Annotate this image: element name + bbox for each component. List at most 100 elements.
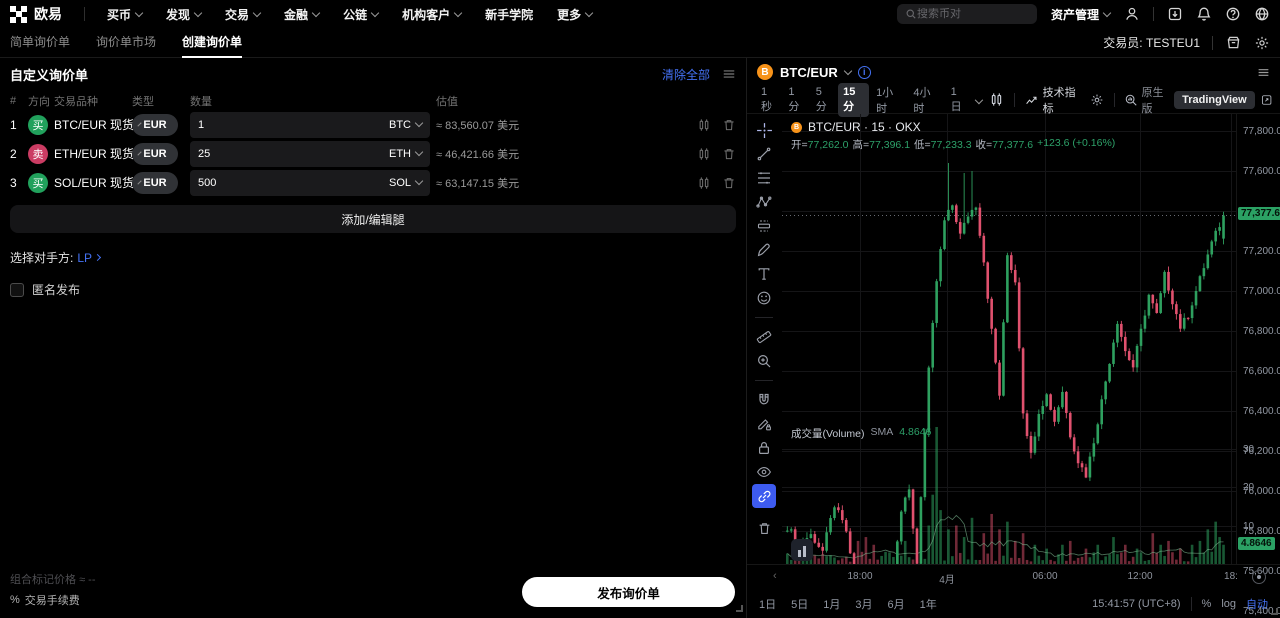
counterparty-link[interactable]: LP [77,251,102,265]
delete-trash-icon[interactable] [722,118,736,132]
magnet-tool-icon[interactable] [752,388,776,412]
range-6月[interactable]: 6月 [887,599,905,611]
candle-style-icon[interactable] [986,92,1007,107]
native-version-toggle[interactable]: 原生版 [1141,86,1164,115]
panel-menu-icon[interactable] [1257,66,1270,79]
range-5日[interactable]: 5日 [791,599,809,611]
range-1月[interactable]: 1月 [823,599,841,611]
nav-item-0[interactable]: 买币 [95,0,154,28]
nav-item-3[interactable]: 金融 [272,0,331,28]
orders-box-icon[interactable] [1225,34,1242,51]
panel-resize-handle[interactable] [1271,608,1278,615]
nav-item-7[interactable]: 更多 [545,0,604,28]
zoom-in-tool-icon[interactable] [752,349,776,373]
panel-resize-handle[interactable] [736,605,743,612]
delete-trash-icon[interactable] [722,147,736,161]
range-1日[interactable]: 1日 [759,599,777,611]
nav-item-4[interactable]: 公链 [331,0,390,28]
search-input[interactable] [916,8,1017,20]
okx-logo[interactable]: 欧易 [10,4,62,24]
interval-1秒[interactable]: 1秒 [761,85,772,113]
fib-retracement-tool-icon[interactable] [752,166,776,190]
download-app-icon[interactable] [1167,6,1183,22]
unit-dropdown[interactable]: BTC [389,119,424,131]
percent-scale-toggle[interactable]: % [1201,598,1212,610]
currency-type-pill[interactable]: EUR [132,113,178,136]
log-scale-toggle[interactable]: log [1221,598,1236,610]
remove-drawings-trash-icon[interactable] [752,516,776,540]
info-icon[interactable]: i [857,65,871,79]
chart-candle-icon[interactable] [697,118,711,132]
amount-input[interactable]: 1 BTC [190,111,430,138]
draw-lock-tool-icon[interactable] [752,412,776,436]
interval-15分[interactable]: 15分 [838,82,870,117]
brush-tool-icon[interactable] [752,238,776,262]
xabcd-pattern-tool-icon[interactable] [752,190,776,214]
emoji-tool-icon[interactable] [752,286,776,310]
text-tool-icon[interactable] [752,262,776,286]
settings-gear-icon[interactable] [1254,35,1270,51]
time-axis[interactable]: ‹ 18:00 4月 06:00 12:00 18: [747,564,1280,590]
scroll-to-realtime-icon[interactable] [1252,570,1266,584]
publish-rfq-button[interactable]: 发布询价单 [522,577,735,607]
candlestick-chart-canvas[interactable] [782,114,1236,564]
chart-settings-gear-icon[interactable] [1087,93,1107,107]
anonymous-checkbox[interactable] [10,282,24,297]
interval-4小时[interactable]: 4小时 [913,86,931,115]
pair-selector[interactable]: ETH/EUR 现货 [54,145,142,162]
tab-1[interactable]: 询价单市场 [96,34,157,49]
position-tool-icon[interactable] [752,214,776,238]
symbol-selector[interactable]: BTC/EUR [780,64,838,80]
lock-all-tool-icon[interactable] [752,436,776,460]
nav-item-1[interactable]: 发现 [154,0,213,28]
currency-type-pill[interactable]: EUR [132,171,178,194]
clock[interactable]: 15:41:57 (UTC+8) [1092,598,1181,610]
chart-candle-icon[interactable] [697,176,711,190]
measure-ruler-tool-icon[interactable] [752,325,776,349]
interval-1分[interactable]: 1分 [788,85,800,113]
tab-2[interactable]: 创建询价单 [182,28,243,58]
currency-type-pill[interactable]: EUR [132,142,178,165]
unit-dropdown[interactable]: ETH [389,148,424,160]
auto-scale-toggle[interactable]: 自动 [1246,599,1268,611]
delete-trash-icon[interactable] [722,176,736,190]
interval-5分[interactable]: 5分 [815,85,827,113]
trendline-tool-icon[interactable] [752,142,776,166]
trading-fee-link[interactable]: % 交易手续费 [10,594,80,607]
collapse-toolbar-icon[interactable]: ‹ [773,570,777,582]
clear-all-link[interactable]: 清除全部 [661,67,710,82]
amount-input[interactable]: 500 SOL [190,169,430,196]
compare-icon[interactable] [1121,93,1141,107]
indicators-button[interactable]: 技术指标 [1022,84,1087,116]
add-edit-leg-button[interactable]: 添加/编辑腿 [10,205,736,233]
crosshair-tool-icon[interactable] [752,118,776,142]
assets-menu[interactable]: 资产管理 [1051,6,1112,23]
chevron-down-icon[interactable] [974,95,983,104]
price-axis[interactable]: 77,800.0 77,600.0 77,200.0 77,000.0 76,800.0… [1236,114,1280,617]
fullscreen-expand-icon[interactable] [1261,93,1272,107]
search-box[interactable] [896,4,1037,24]
sync-drawings-link-icon[interactable] [752,484,776,508]
language-globe-icon[interactable] [1254,6,1270,22]
chart-candle-icon[interactable] [697,147,711,161]
interval-1日[interactable]: 1日 [950,85,962,113]
pair-selector[interactable]: SOL/EUR 现货 [54,174,142,191]
tradingview-logo[interactable] [791,539,813,561]
help-icon[interactable] [1225,6,1241,22]
amount-input[interactable]: 25 ETH [190,140,430,167]
notifications-bell-icon[interactable] [1196,6,1212,22]
unit-dropdown[interactable]: SOL [389,177,424,189]
interval-1小时[interactable]: 1小时 [876,86,894,115]
tab-0[interactable]: 简单询价单 [10,34,71,49]
range-1年[interactable]: 1年 [919,599,937,611]
range-3月[interactable]: 3月 [855,599,873,611]
pair-selector[interactable]: BTC/EUR 现货 [54,116,142,133]
hide-drawings-eye-icon[interactable] [752,460,776,484]
nav-item-2[interactable]: 交易 [213,0,272,28]
nav-item-6[interactable]: 新手学院 [485,7,534,22]
panel-menu-icon[interactable] [722,67,736,81]
nav-item-5[interactable]: 机构客户 [390,0,473,28]
tradingview-version-toggle[interactable]: TradingView [1174,90,1255,109]
user-icon[interactable] [1124,6,1140,22]
chart-area[interactable]: B BTC/EUR · 15 · OKX 开=77,262.0 高=77,396… [747,114,1280,617]
